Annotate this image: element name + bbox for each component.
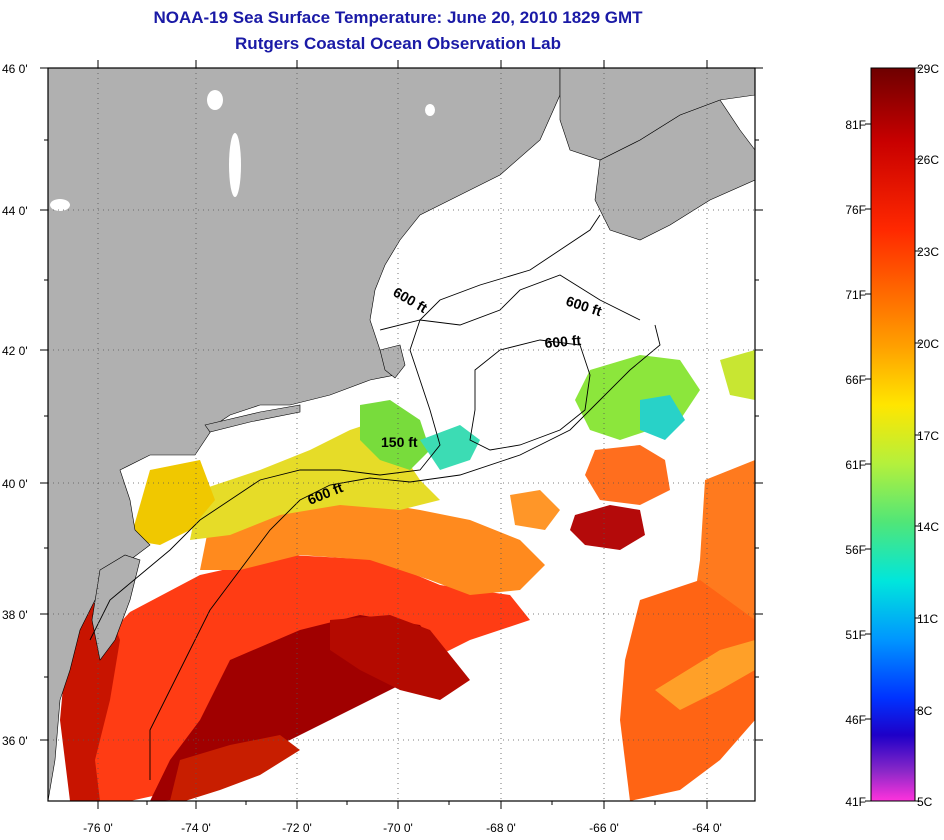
colorbar-c-11: 11C [917, 612, 938, 626]
lat-label-46: 46 0' [2, 62, 28, 76]
colorbar-f-76: 76F [845, 203, 866, 217]
map-title: NOAA-19 Sea Surface Temperature: June 20… [153, 8, 643, 27]
colorbar: 29C 26C 23C 20C 17C 14C 11C 8C 5C 81F 76… [845, 62, 939, 809]
land-delmarva [91, 554, 141, 661]
colorbar-c-23: 23C [917, 245, 939, 259]
lon-label-66: -66 0' [589, 821, 619, 835]
colorbar-ramp [870, 67, 916, 802]
colorbar-celsius-ticks [915, 67, 921, 802]
lat-label-42: 42 0' [2, 344, 28, 358]
sst-shelf-cyan [420, 425, 480, 470]
colorbar-f-41: 41F [845, 795, 866, 809]
sst-south-strip [170, 735, 300, 801]
colorbar-c-26: 26C [917, 153, 939, 167]
colorbar-c-14: 14C [917, 520, 939, 534]
sst-patches [48, 215, 755, 801]
isobath-label-150ft: 150 ft [381, 434, 418, 450]
colorbar-f-71: 71F [845, 288, 866, 302]
sst-eddy-orange [585, 445, 670, 505]
land-ne-canada [559, 68, 755, 161]
map-subtitle: Rutgers Coastal Ocean Observation Lab [235, 34, 561, 53]
lon-label-74: -74 0' [181, 821, 211, 835]
sst-nj-coast [130, 460, 215, 545]
grid-lines [48, 68, 755, 801]
isobath-600ft-gom [469, 339, 591, 451]
colorbar-f-61: 61F [845, 458, 866, 472]
sst-east-edge-yellow [720, 350, 755, 400]
lon-label-76: -76 0' [83, 821, 113, 835]
isobath-600ft-gom-2 [379, 274, 641, 331]
colorbar-f-66: 66F [845, 373, 866, 387]
isobath-150ft [89, 214, 601, 641]
lat-label-36: 36 0' [2, 734, 28, 748]
colorbar-c-8: 8C [917, 704, 933, 718]
map-area: 600 ft 600 ft 600 ft 150 ft 600 ft [48, 68, 755, 801]
sst-gulfstream-core-2 [330, 615, 470, 700]
lon-label-70: -70 0' [383, 821, 413, 835]
colorbar-f-81: 81F [845, 118, 866, 132]
lon-label-68: -68 0' [486, 821, 516, 835]
lon-label-72: -72 0' [282, 821, 312, 835]
lat-label-44: 44 0' [2, 204, 28, 218]
colorbar-fahrenheit-ticks [865, 123, 871, 802]
land-mainland [48, 68, 561, 801]
colorbar-c-29: 29C [917, 62, 939, 76]
tick-marks [40, 60, 763, 809]
sst-east-light-orange [655, 640, 755, 710]
land-long-island [204, 404, 301, 433]
sst-shelf-green [360, 400, 430, 470]
isobath-600ft-south [149, 324, 661, 780]
sst-east-cyan [640, 395, 685, 440]
colorbar-c-17: 17C [917, 429, 939, 443]
land-cape-cod [379, 344, 406, 379]
sst-mid-orange [510, 490, 560, 530]
isobath-contours [89, 214, 661, 780]
lat-label-38: 38 0' [2, 608, 28, 622]
sst-orange-band [200, 500, 545, 595]
colorbar-f-51: 51F [845, 628, 866, 642]
land [48, 68, 755, 801]
colorbar-c-20: 20C [917, 337, 939, 351]
lat-label-40: 40 0' [2, 477, 28, 491]
lon-label-64: -64 0' [692, 821, 722, 835]
colorbar-f-56: 56F [845, 543, 866, 557]
map-frame [47, 67, 756, 802]
lakes [50, 90, 435, 211]
isobath-label-600ft-c: 600 ft [544, 332, 582, 351]
colorbar-f-46: 46F [845, 713, 866, 727]
sst-eddy-red [570, 505, 645, 550]
colorbar-c-5: 5C [917, 795, 933, 809]
